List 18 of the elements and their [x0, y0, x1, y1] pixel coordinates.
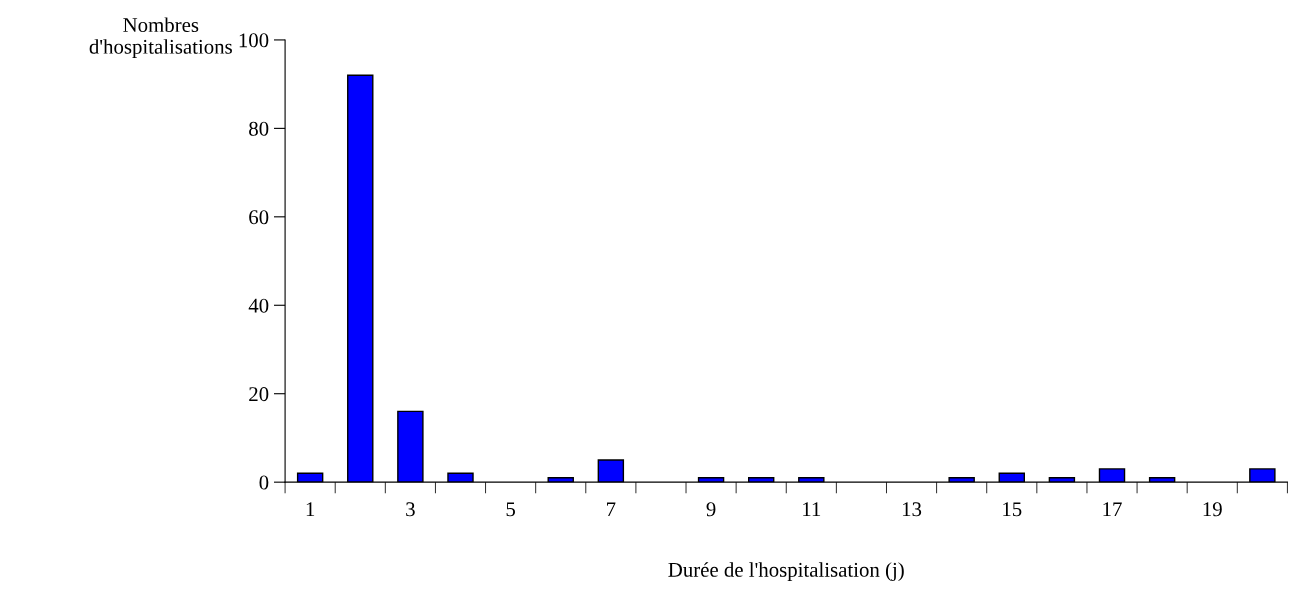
y-tick-label: 100 — [239, 33, 269, 48]
x-tick-label: 11 — [803, 502, 821, 517]
x-tick-label: 15 — [1003, 502, 1022, 517]
x-tick-label: 7 — [607, 502, 616, 517]
x-tick-label: 9 — [706, 502, 716, 517]
x-axis-title: Durée de l'hospitalisation (j) — [668, 562, 904, 582]
x-tick-label: 13 — [902, 502, 922, 517]
x-tick-label: 3 — [406, 502, 415, 517]
y-tick-label: 20 — [249, 387, 269, 402]
y-tick-label: 60 — [249, 210, 269, 225]
y-tick-label: 0 — [259, 475, 269, 490]
x-tick-label: 17 — [1103, 502, 1122, 517]
x-tick-label: 1 — [306, 502, 315, 517]
x-tick-label: 19 — [1203, 502, 1222, 517]
y-tick-label: 40 — [248, 298, 269, 313]
y-tick-label: 80 — [249, 121, 269, 136]
y-axis-title: Nombres d'hospitalisations — [89, 17, 232, 59]
x-tick-label: 5 — [506, 502, 516, 517]
